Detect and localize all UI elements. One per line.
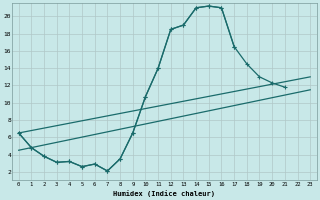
X-axis label: Humidex (Indice chaleur): Humidex (Indice chaleur) xyxy=(114,190,215,197)
